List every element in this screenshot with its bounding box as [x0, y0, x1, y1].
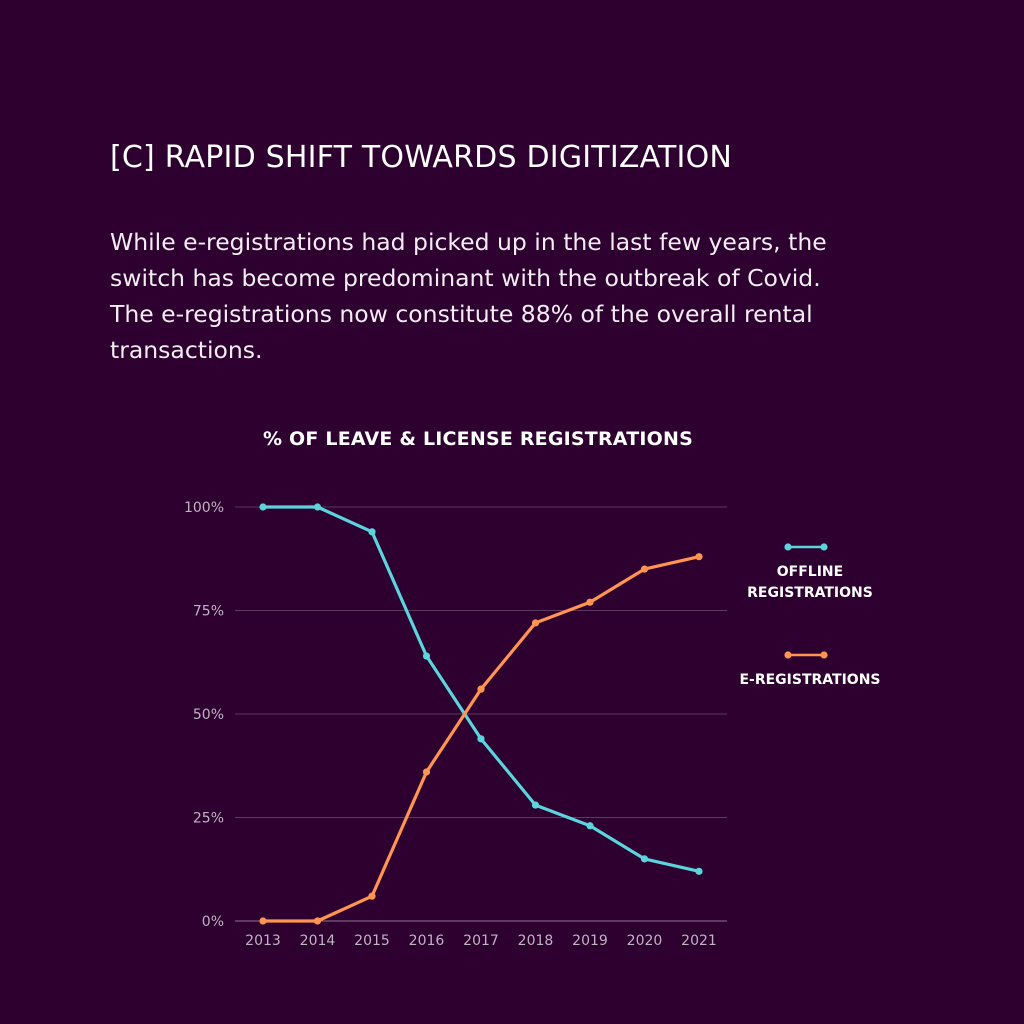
x-tick-label: 2021	[681, 933, 717, 949]
x-tick-label: 2020	[627, 933, 663, 949]
x-tick-label: 2013	[245, 933, 281, 949]
y-tick-label: 100%	[184, 500, 224, 516]
offline-data-point	[695, 867, 703, 875]
y-tick-label: 50%	[193, 707, 224, 723]
e-registration-data-point	[259, 917, 267, 925]
e-registration-data-point	[422, 768, 431, 776]
offline-data-point	[313, 503, 322, 511]
offline-data-point	[531, 801, 540, 809]
legend-swatch-dot	[820, 543, 828, 551]
e-registration-data-point	[477, 685, 485, 693]
offline-data-point	[477, 735, 485, 743]
offline-data-point	[640, 855, 649, 863]
e-registration-data-point	[313, 917, 322, 925]
e-registration-data-point	[695, 553, 703, 561]
offline-data-point	[259, 503, 267, 511]
legend-swatch-dot	[784, 543, 792, 551]
legend-label: E-REGISTRATIONS	[739, 672, 880, 688]
x-tick-label: 2018	[518, 933, 554, 949]
x-tick-label: 2017	[463, 933, 499, 949]
intro-line: switch has become predominant with the o…	[110, 264, 821, 292]
e-registration-data-point	[368, 892, 376, 900]
offline-data-point	[422, 652, 431, 660]
x-tick-label: 2014	[300, 933, 336, 949]
y-tick-label: 25%	[193, 811, 224, 827]
chart-title: % OF LEAVE & LICENSE REGISTRATIONS	[262, 428, 693, 450]
legend-swatch-dot	[784, 651, 792, 659]
legend-label: OFFLINE	[777, 564, 843, 580]
legend-label: REGISTRATIONS	[747, 585, 873, 601]
intro-line: The e-registrations now constitute 88% o…	[110, 300, 813, 328]
e-registration-data-point	[640, 565, 649, 573]
offline-data-point	[586, 822, 594, 830]
e-registration-data-point	[586, 598, 594, 606]
x-tick-label: 2016	[409, 933, 445, 949]
e-registration-data-point	[531, 619, 540, 627]
page-heading: [C] RAPID SHIFT TOWARDS DIGITIZATION	[110, 140, 733, 175]
legend-swatch-dot	[820, 651, 828, 659]
offline-data-point	[368, 528, 376, 536]
intro-paragraph: While e-registrations had picked up in t…	[110, 224, 930, 368]
y-tick-label: 75%	[193, 604, 224, 620]
intro-line: transactions.	[110, 336, 263, 364]
x-tick-label: 2019	[572, 933, 608, 949]
x-tick-label: 2015	[354, 933, 390, 949]
y-tick-label: 0%	[202, 914, 224, 930]
intro-line: While e-registrations had picked up in t…	[110, 228, 827, 256]
